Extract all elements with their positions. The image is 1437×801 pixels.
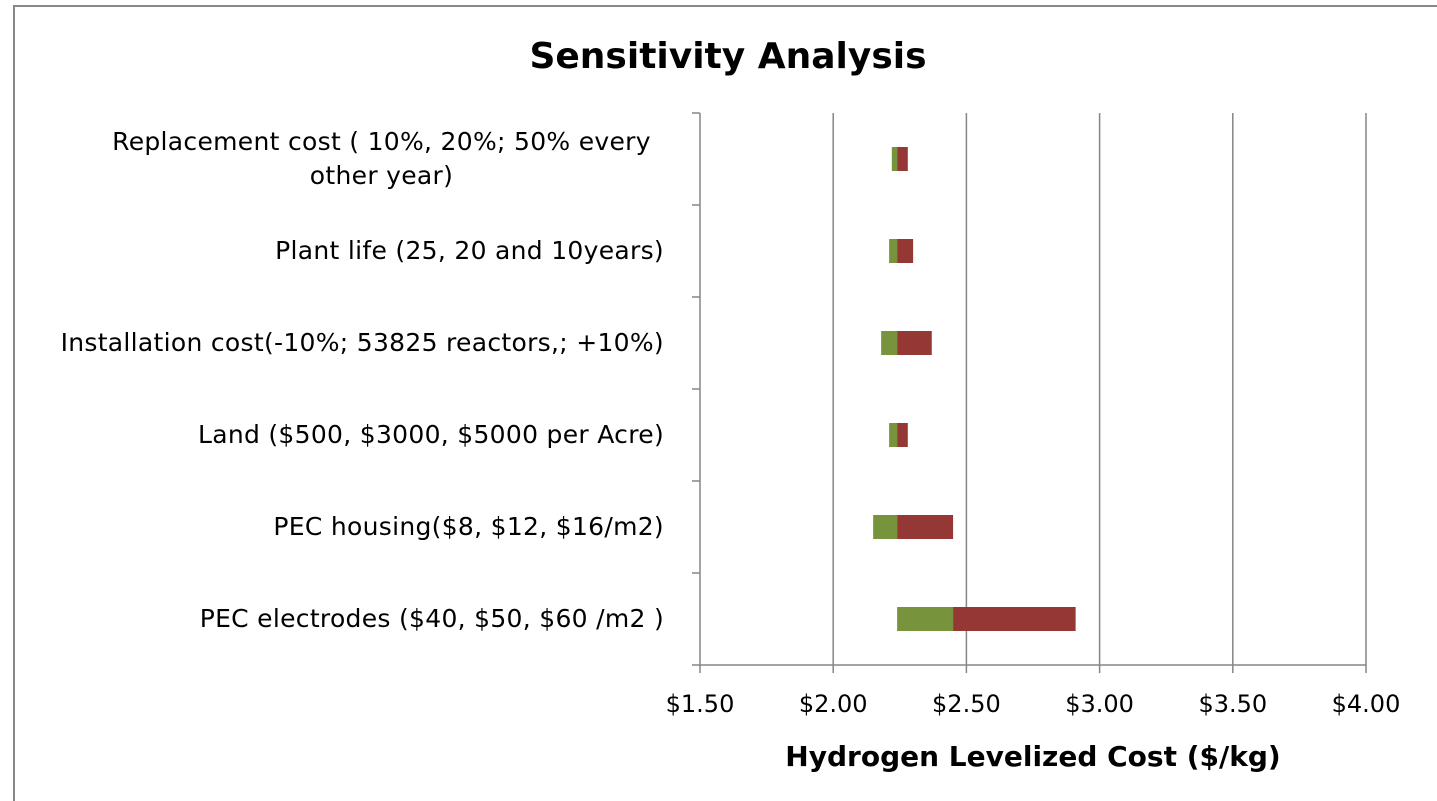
y-tick-label: Land ($500, $3000, $5000 per Acre) (197, 420, 664, 449)
category-label-box: PEC housing($8, $12, $16/m2) (273, 481, 664, 573)
category-label-box: Plant life (25, 20 and 10years) (275, 205, 664, 297)
x-tick-label: $4.00 (1332, 690, 1401, 718)
low-bar (881, 331, 898, 355)
category-label-box: PEC electrodes ($40, $50, $60 /m2 ) (200, 573, 664, 665)
y-tick-label: Replacement cost ( 10%, 20%; 50% every o… (112, 127, 651, 190)
low-bar (891, 147, 898, 171)
x-tick-label: $3.00 (1065, 690, 1134, 718)
high-bar (897, 147, 908, 171)
x-tick-label: $2.00 (799, 690, 868, 718)
high-bar (897, 423, 908, 447)
category-label-box: Replacement cost ( 10%, 20%; 50% every o… (99, 113, 664, 205)
low-bar (873, 515, 898, 539)
high-bar (897, 515, 954, 539)
x-tick-label: $1.50 (666, 690, 735, 718)
low-bar (889, 239, 898, 263)
low-bar (889, 423, 898, 447)
low-bar (897, 607, 954, 631)
category-label-box: Installation cost(-10%; 53825 reactors,;… (61, 297, 664, 389)
x-axis-label: Hydrogen Levelized Cost ($/kg) (785, 740, 1280, 773)
y-tick-label: Plant life (25, 20 and 10years) (275, 236, 664, 265)
category-label-box: Land ($500, $3000, $5000 per Acre) (198, 389, 664, 481)
frame (13, 5, 1437, 801)
high-bar (953, 607, 1076, 631)
high-bar (897, 239, 914, 263)
x-tick-label: $2.50 (932, 690, 1001, 718)
y-tick-label: PEC electrodes ($40, $50, $60 /m2 ) (199, 604, 664, 633)
high-bar (897, 331, 932, 355)
x-tick-label: $3.50 (1198, 690, 1267, 718)
chart-title: Sensitivity Analysis (529, 36, 926, 77)
y-tick-label: Installation cost(-10%; 53825 reactors,;… (60, 328, 664, 357)
y-tick-label: PEC housing($8, $12, $16/m2) (273, 512, 664, 541)
